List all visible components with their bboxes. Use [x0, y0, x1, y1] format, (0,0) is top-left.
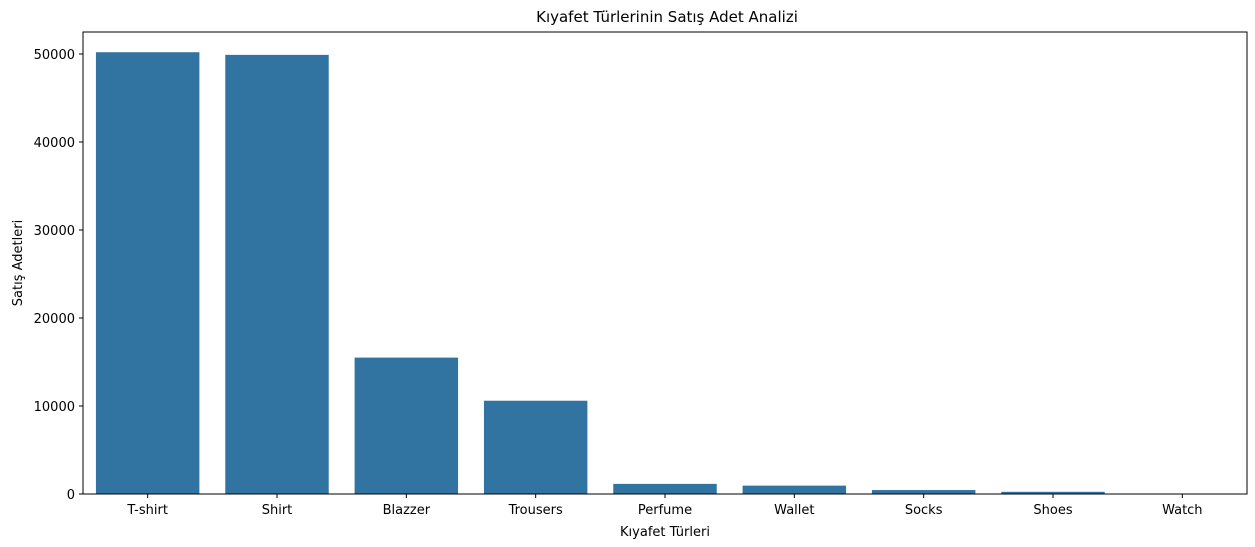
bars-group	[95, 52, 1235, 495]
y-tick-label: 50000	[34, 48, 75, 63]
bar-trousers	[483, 400, 588, 494]
y-tick-label: 0	[67, 488, 75, 503]
x-tick-label: Watch	[1162, 503, 1202, 518]
plot-frame	[82, 31, 1248, 495]
y-tick-label: 20000	[34, 312, 75, 327]
x-tick-label: Shirt	[262, 503, 293, 518]
y-axis-label: Satış Adetleri	[11, 220, 26, 306]
x-axis: T-shirt Shirt Blazzer Trousers Perfume Wallet…	[126, 494, 1203, 518]
y-tick-label: 30000	[34, 224, 75, 239]
x-tick-label: Perfume	[638, 503, 692, 518]
chart-title: Kıyafet Türlerinin Satış Adet Analizi	[536, 8, 798, 26]
bar-t-shirt	[95, 52, 200, 495]
bar-wallet	[742, 485, 847, 494]
bar-perfume	[613, 483, 717, 494]
x-axis-label: Kıyafet Türleri	[620, 525, 710, 540]
x-tick-label: Shoes	[1033, 503, 1072, 518]
x-tick-label: T-shirt	[126, 503, 168, 518]
y-axis: 0 10000 20000 30000 40000 50000	[34, 48, 83, 503]
y-tick-label: 10000	[34, 400, 75, 415]
x-tick-label: Socks	[905, 503, 943, 518]
bar-blazzer	[354, 357, 459, 494]
x-tick-label: Blazzer	[383, 503, 431, 518]
bar-socks	[871, 490, 976, 494]
x-tick-label: Wallet	[774, 503, 814, 518]
bar-shoes	[1001, 491, 1105, 494]
bar-shirt	[225, 54, 329, 494]
y-tick-label: 40000	[34, 136, 75, 151]
x-tick-label: Trousers	[508, 503, 563, 518]
